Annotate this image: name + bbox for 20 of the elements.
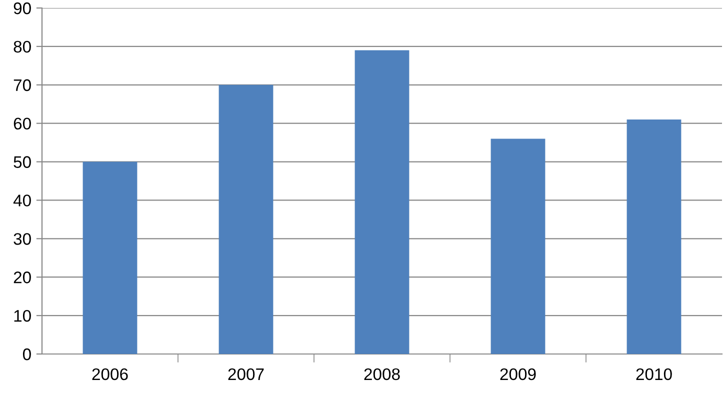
bar xyxy=(82,162,138,354)
y-tick-label: 40 xyxy=(13,194,31,206)
x-tick-label: 2009 xyxy=(500,368,536,380)
bar xyxy=(354,50,410,354)
y-tick-label: 10 xyxy=(14,310,31,322)
x-tick-label: 2006 xyxy=(92,368,128,380)
y-tick-label: 20 xyxy=(14,272,31,284)
y-tick-label: 50 xyxy=(14,156,31,168)
x-tick-label: 2008 xyxy=(364,368,400,380)
bar xyxy=(218,84,274,354)
y-tick-label: 0 xyxy=(22,348,31,360)
x-tick-label: 2010 xyxy=(636,368,672,380)
y-tick-label: 80 xyxy=(14,40,31,53)
x-tick-label: 2007 xyxy=(228,368,264,380)
y-tick-label: 60 xyxy=(14,118,31,130)
y-tick-label: 90 xyxy=(14,2,31,14)
bar xyxy=(626,119,682,354)
y-tick-label: 70 xyxy=(14,79,31,92)
y-tick-label: 30 xyxy=(14,233,31,245)
bar xyxy=(490,138,546,354)
